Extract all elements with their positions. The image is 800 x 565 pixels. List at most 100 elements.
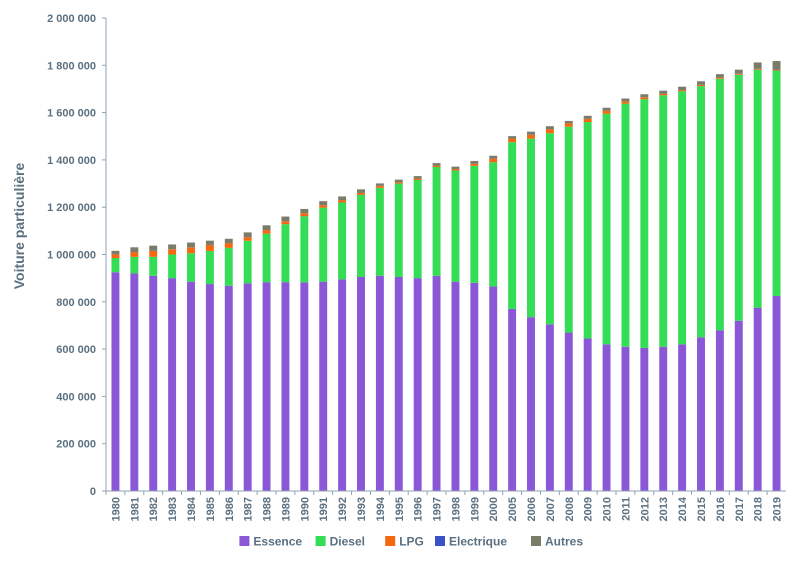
bar-segment-diesel-2005 (508, 142, 516, 309)
y-tick-label: 1 200 000 (47, 202, 96, 214)
x-tick-label: 2011 (620, 497, 632, 521)
bar-segment-lpg-1988 (263, 230, 271, 234)
bar-segment-essence-1985 (206, 284, 214, 491)
bar-segment-essence-2014 (678, 344, 686, 491)
bar-segment-autres-1988 (263, 225, 271, 230)
y-tick-label: 200 000 (56, 439, 96, 451)
bar-segment-lpg-1985 (206, 245, 214, 251)
bar-segment-autres-2005 (508, 136, 516, 138)
bar-segment-autres-1999 (470, 161, 478, 164)
bar-segment-diesel-1988 (263, 234, 271, 282)
bar-segment-essence-1986 (225, 286, 233, 491)
bar-segment-diesel-1991 (319, 208, 327, 282)
bar-segment-autres-2014 (678, 87, 686, 90)
bar-segment-autres-1986 (225, 239, 233, 243)
bar-segment-essence-2008 (565, 333, 573, 491)
bar-segment-diesel-2019 (773, 71, 781, 296)
bar-segment-lpg-1998 (451, 169, 459, 170)
bar-segment-lpg-1982 (149, 251, 157, 257)
bar-segment-diesel-1997 (433, 167, 441, 276)
bar-segment-essence-1981 (130, 273, 138, 491)
x-tick-label: 1991 (318, 497, 330, 521)
bar-segment-autres-1997 (433, 163, 441, 165)
bar-segment-essence-2000 (489, 286, 497, 491)
legend-swatch-diesel (316, 536, 326, 546)
y-tick-label: 1 000 000 (47, 250, 96, 262)
bar-segment-essence-2011 (621, 347, 629, 491)
x-tick-label: 1989 (280, 497, 292, 521)
bar-segment-autres-2017 (735, 70, 743, 74)
bar-segment-diesel-1992 (338, 202, 346, 279)
bar-segment-autres-1982 (149, 246, 157, 251)
bar-segment-essence-2019 (773, 296, 781, 491)
bar-segment-essence-1993 (357, 277, 365, 491)
x-tick-label: 1993 (356, 497, 368, 521)
y-tick-label: 400 000 (56, 391, 96, 403)
bar-segment-lpg-1995 (395, 182, 403, 183)
legend-label-essence: Essence (253, 535, 302, 549)
bar-segment-essence-1995 (395, 277, 403, 491)
bar-segment-lpg-1986 (225, 243, 233, 248)
bar-segment-autres-1992 (338, 196, 346, 200)
bar-segment-lpg-2012 (640, 97, 648, 99)
bar-segment-essence-1997 (433, 276, 441, 491)
y-tick-label: 1 400 000 (47, 155, 96, 167)
bar-segment-diesel-1994 (376, 188, 384, 276)
bar-segment-autres-1985 (206, 241, 214, 245)
y-tick-label: 1 600 000 (47, 108, 96, 120)
bar-segment-autres-1998 (451, 167, 459, 169)
x-tick-label: 2010 (602, 497, 614, 521)
bar-segment-diesel-1984 (187, 253, 195, 281)
bar-segment-lpg-1994 (376, 186, 384, 188)
bar-segment-essence-2015 (697, 337, 705, 491)
bar-segment-diesel-2010 (603, 114, 611, 345)
x-tick-label: 1998 (450, 497, 462, 521)
x-tick-label: 2018 (753, 497, 765, 521)
bar-segment-diesel-1995 (395, 184, 403, 277)
x-tick-label: 2015 (696, 497, 708, 521)
bar-segment-lpg-1990 (300, 213, 308, 216)
bar-segment-lpg-2005 (508, 139, 516, 143)
x-tick-label: 2005 (507, 497, 519, 521)
bar-segment-lpg-2016 (716, 78, 724, 79)
bar-segment-essence-1992 (338, 279, 346, 491)
bar-segment-autres-1994 (376, 183, 384, 185)
bar-segment-essence-1991 (319, 282, 327, 491)
bar-segment-diesel-1987 (244, 241, 252, 284)
x-tick-label: 2000 (488, 497, 500, 521)
bar-segment-diesel-1989 (281, 224, 289, 282)
bar-segment-autres-2007 (546, 126, 554, 129)
bar-segment-lpg-2010 (603, 111, 611, 114)
bar-segment-autres-1981 (130, 247, 138, 252)
bar-segment-lpg-1989 (281, 221, 289, 224)
bar-segment-essence-2017 (735, 321, 743, 491)
bar-segment-lpg-2013 (659, 94, 667, 95)
x-tick-label: 2016 (715, 497, 727, 521)
bar-segment-diesel-1993 (357, 195, 365, 277)
bar-segment-lpg-1981 (130, 252, 138, 257)
legend-swatch-essence (239, 536, 249, 546)
bar-segment-autres-2000 (489, 156, 497, 159)
bar-segment-lpg-2006 (527, 135, 535, 139)
legend-swatch-autres (531, 536, 541, 546)
x-tick-label: 2009 (583, 497, 595, 521)
bar-segment-autres-1989 (281, 217, 289, 222)
bar-segment-autres-2006 (527, 132, 535, 135)
bar-segment-diesel-2006 (527, 139, 535, 318)
bars (111, 61, 780, 491)
bar-segment-autres-2019 (773, 61, 781, 69)
x-tick-label: 1984 (186, 496, 198, 521)
x-tick-label: 2017 (734, 497, 746, 521)
bar-segment-essence-1994 (376, 276, 384, 491)
x-tick-label: 1987 (243, 497, 255, 521)
bar-segment-lpg-2019 (773, 70, 781, 71)
bar-segment-essence-1984 (187, 282, 195, 491)
bar-segment-essence-1982 (149, 276, 157, 491)
bar-segment-diesel-1983 (168, 255, 176, 279)
x-tick-label: 1990 (299, 497, 311, 521)
bar-segment-diesel-2008 (565, 127, 573, 333)
x-tick-label: 1983 (167, 497, 179, 521)
